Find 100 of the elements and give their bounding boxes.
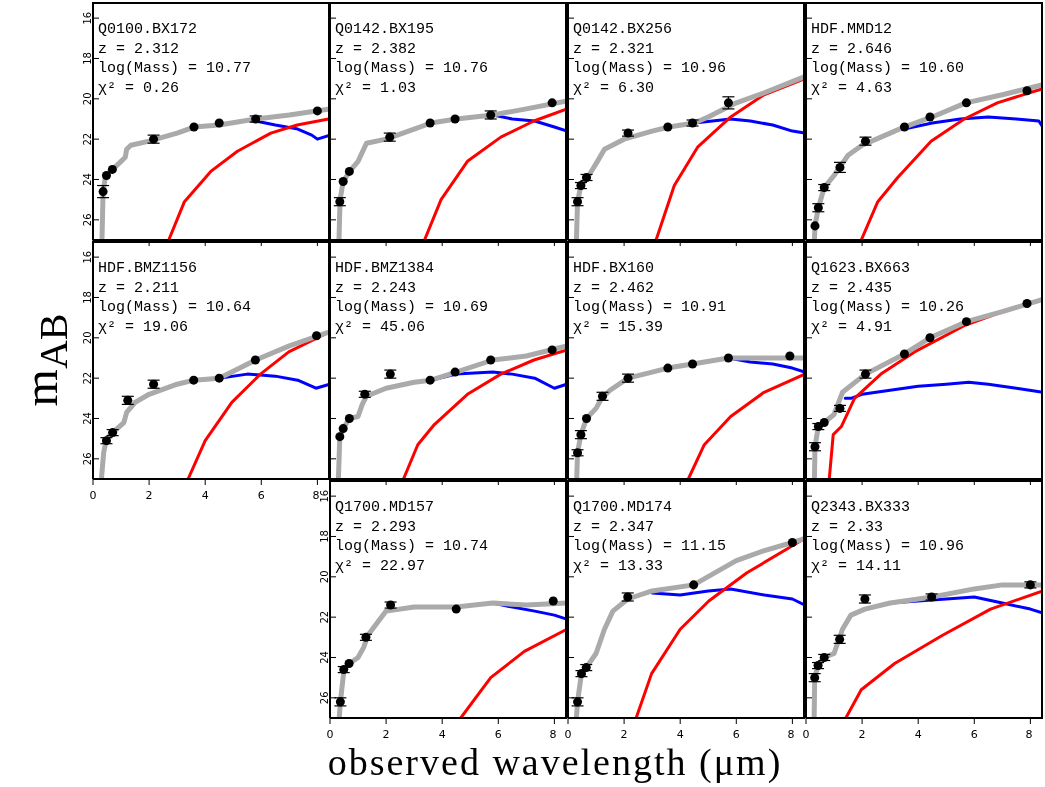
point <box>688 118 698 128</box>
annotation: χ² = 4.91 <box>811 317 893 337</box>
y-tick-label: 18 <box>82 291 93 304</box>
x-tick-label: 2 <box>145 489 153 502</box>
text: Q1623.BX663 <box>811 259 912 279</box>
annotation: log(Mass) = 10.64 <box>98 298 252 318</box>
x-tick-label: 4 <box>438 728 446 741</box>
x-tick-label: 8 <box>787 728 795 741</box>
annotation: χ² = 13.33 <box>573 556 664 576</box>
point <box>573 448 583 458</box>
annotation: χ² = 14.11 <box>811 556 902 576</box>
y-tick-label: 20 <box>82 331 93 345</box>
point <box>312 106 322 116</box>
point <box>819 418 829 428</box>
x-tick-label: 8 <box>1025 728 1033 741</box>
annotation: log(Mass) = 10.91 <box>573 298 727 318</box>
point <box>1022 86 1032 96</box>
point <box>925 112 935 122</box>
text: Q0142.BX195 <box>335 20 436 40</box>
x-tick-label: 6 <box>732 728 740 741</box>
annotation: χ² = 6.30 <box>573 78 655 98</box>
x-tick-label: 4 <box>676 728 684 741</box>
point <box>451 604 461 614</box>
point <box>582 172 592 182</box>
point <box>689 580 699 590</box>
point <box>107 164 117 174</box>
annotation: χ² = 1.03 <box>335 78 417 98</box>
x-tick-label: 8 <box>312 489 320 502</box>
x-tick-label: 2 <box>858 728 866 741</box>
point <box>250 355 260 365</box>
annotation: χ² = 4.63 <box>811 78 893 98</box>
y-tick-label: 16 <box>82 250 93 264</box>
point <box>548 596 558 606</box>
point <box>925 333 935 343</box>
text: HDF.BMZ1156 <box>98 259 199 279</box>
y-tick-label: 22 <box>82 132 93 146</box>
annotation: χ² = 15.39 <box>573 317 664 337</box>
x-tick-label: 6 <box>970 728 978 741</box>
point <box>450 367 460 377</box>
y-tick-label: 20 <box>82 92 93 106</box>
point <box>425 375 435 385</box>
point <box>338 177 348 187</box>
annotation: z = 2.33 <box>811 517 884 537</box>
x-tick-label: 2 <box>382 728 390 741</box>
annotation: z = 2.321 <box>573 39 655 59</box>
annotation: log(Mass) = 10.77 <box>98 59 252 79</box>
x-tick-label: 6 <box>257 489 265 502</box>
point <box>723 353 733 363</box>
annotation: log(Mass) = 10.60 <box>811 59 965 79</box>
annotation: z = 2.646 <box>811 39 893 59</box>
x-tick-label: 2 <box>620 728 628 741</box>
annotation: z = 2.462 <box>573 278 655 298</box>
y-tick-label: 18 <box>82 52 93 65</box>
y-tick-label: 22 <box>319 610 330 624</box>
x-tick-label: 6 <box>494 728 502 741</box>
point <box>663 122 673 132</box>
x-tick-label: 0 <box>326 728 334 741</box>
point <box>1022 299 1032 309</box>
annotation: χ² = 45.06 <box>335 317 426 337</box>
point <box>961 317 971 327</box>
annotation: log(Mass) = 10.74 <box>335 537 489 557</box>
point <box>101 170 111 180</box>
annotation: χ² = 22.97 <box>335 556 426 576</box>
y-tick-label: 18 <box>319 530 330 543</box>
y-tick-label: 26 <box>82 213 93 227</box>
text: Q0100.BX172 <box>98 20 199 40</box>
annotation: z = 2.382 <box>335 39 417 59</box>
annotation: z = 2.312 <box>98 39 180 59</box>
annotation: log(Mass) = 10.69 <box>335 298 489 318</box>
point <box>214 118 224 128</box>
y-tick-label: 16 <box>319 489 330 503</box>
y-tick-label: 22 <box>82 371 93 385</box>
y-tick-label: 24 <box>82 412 93 425</box>
y-tick-label: 24 <box>82 173 93 186</box>
y-tick-label: 24 <box>319 651 330 664</box>
point <box>486 355 496 365</box>
x-axis-title: observed wavelength (μm) <box>327 740 783 784</box>
point <box>344 413 354 423</box>
point <box>344 659 354 669</box>
y-tick-label: 16 <box>82 11 93 25</box>
annotation: log(Mass) = 10.26 <box>811 298 965 318</box>
text: Q0142.BX256 <box>573 20 674 40</box>
annotation: z = 2.347 <box>573 517 655 537</box>
x-tick-label: 8 <box>549 728 557 741</box>
point <box>785 351 795 361</box>
x-tick-label: 0 <box>802 728 810 741</box>
point <box>450 114 460 124</box>
annotation: log(Mass) = 10.96 <box>573 59 727 79</box>
text: Q2343.BX333 <box>811 498 912 518</box>
point <box>547 345 557 355</box>
point <box>576 669 586 679</box>
y-tick-label: 20 <box>319 570 330 584</box>
annotation: log(Mass) = 10.76 <box>335 59 489 79</box>
y-tick-label: 26 <box>319 691 330 705</box>
point <box>810 221 820 231</box>
text: HDF.BMZ1384 <box>335 259 436 279</box>
point <box>338 424 348 434</box>
point <box>214 373 224 383</box>
y-tick-label: 26 <box>82 452 93 466</box>
x-tick-label: 4 <box>201 489 209 502</box>
